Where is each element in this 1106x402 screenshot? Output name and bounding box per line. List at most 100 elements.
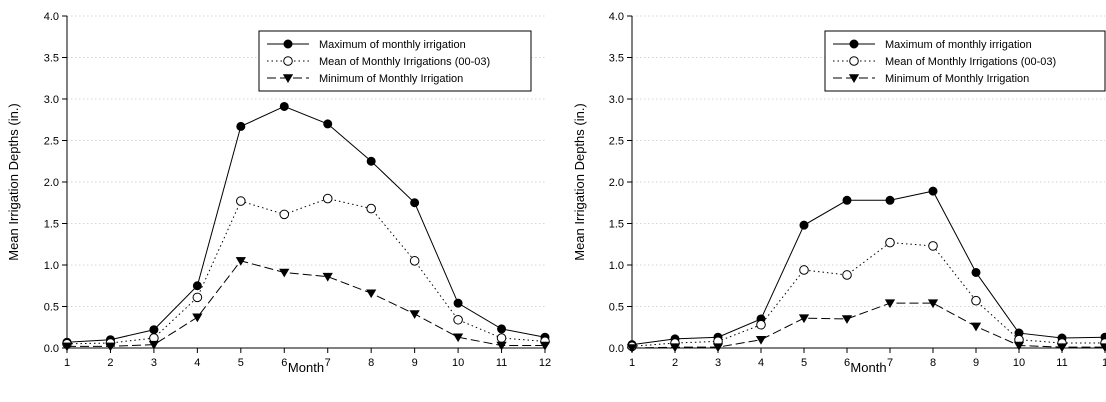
series-1 [627, 186, 1106, 350]
y-tick-label: 2.0 [44, 177, 59, 189]
data-point [927, 299, 939, 309]
y-tick-label: 2.5 [609, 136, 624, 148]
series-line [631, 242, 1105, 347]
data-point [842, 195, 852, 205]
y-tick-label: 4.0 [44, 11, 59, 23]
legend-marker [282, 74, 294, 83]
legend-label: Minimum of Monthly Irrigation [319, 73, 463, 85]
legend-marker [849, 56, 859, 66]
legend-item: Maximum of monthly irrigation [833, 39, 1032, 51]
data-point [453, 314, 463, 325]
data-point [236, 196, 246, 206]
series-line [631, 302, 1105, 349]
legend-label: Maximum of monthly irrigation [885, 39, 1032, 51]
data-point [626, 344, 638, 353]
chart-left: 0.00.51.01.52.02.53.03.54.01 2 3 4 5 6 7 8 9 10 11… [6, 11, 551, 375]
x-tick-label: 8 [930, 357, 936, 369]
series-line [66, 105, 546, 343]
legend-label: Minimum of Monthly Irrigation [885, 73, 1029, 85]
data-point [928, 241, 938, 251]
series-3 [626, 299, 1106, 353]
data-point [236, 121, 246, 131]
data-point [539, 341, 551, 351]
x-tick-label: 2 [107, 357, 113, 369]
data-point [366, 203, 376, 214]
x-tick-label: 6 [281, 357, 287, 369]
x-tick-label: 1 [64, 357, 70, 369]
data-point [971, 267, 981, 277]
x-tick-label: 6 [844, 357, 850, 369]
data-point [409, 310, 420, 319]
data-point [885, 237, 895, 248]
legend-item: Mean of Monthly Irrigations (00-03) [833, 56, 1056, 68]
series-line [67, 260, 545, 347]
y-tick-label: 0.5 [609, 302, 624, 314]
y-tick-label: 0.5 [44, 302, 59, 314]
data-point [105, 342, 116, 352]
data-point [497, 324, 507, 334]
legend-marker [848, 74, 860, 83]
x-tick-label: 4 [758, 357, 764, 369]
data-point [192, 292, 203, 303]
data-point [712, 343, 724, 353]
data-point [322, 272, 333, 282]
data-point [453, 298, 463, 308]
data-point [841, 315, 853, 324]
data-point [970, 322, 982, 332]
x-axis-title: Month [850, 360, 886, 375]
data-point [192, 313, 203, 323]
legend-marker [849, 39, 859, 49]
legend: Maximum of monthly irrigation Mean of Mon… [824, 30, 1106, 92]
data-point [799, 265, 809, 275]
x-tick-label: 2 [672, 357, 678, 369]
data-point [1013, 341, 1025, 351]
data-point [884, 299, 896, 309]
series-line [66, 198, 546, 345]
chart-right: 0.00.51.01.52.02.53.03.54.01 2 3 4 5 6 7 8 9 10 11… [572, 11, 1106, 375]
legend-marker [283, 39, 293, 49]
y-tick-label: 4.0 [609, 11, 624, 23]
data-point [669, 343, 681, 353]
data-point [971, 295, 981, 306]
legend-label: Mean of Monthly Irrigations (00-03) [885, 56, 1056, 68]
legend-marker [283, 56, 293, 66]
y-axis-title: Mean Irrigation Depths (in.) [572, 103, 587, 261]
series-3 [61, 257, 551, 352]
y-tick-label: 2.0 [609, 177, 624, 189]
data-point [410, 198, 420, 208]
data-point [755, 335, 767, 345]
y-tick-label: 3.5 [609, 53, 624, 65]
x-tick-label: 9 [973, 357, 979, 369]
x-tick-label: 7 [887, 357, 893, 369]
data-point [366, 156, 376, 166]
x-axis-title: Month [288, 360, 324, 375]
data-point [928, 186, 938, 196]
data-point [61, 342, 73, 352]
data-point [798, 314, 810, 324]
series-1 [62, 101, 550, 347]
data-point [322, 193, 333, 204]
y-tick-label: 3.5 [44, 53, 59, 65]
y-tick-label: 1.0 [609, 260, 624, 272]
x-tick-label: 1 [1102, 357, 1106, 369]
data-point [279, 101, 289, 111]
x-tick-label: 4 [194, 357, 200, 369]
legend-item: Mean of Monthly Irrigations (00-03) [267, 56, 490, 68]
y-tick-label: 0.0 [44, 343, 59, 355]
x-tick-label: 10 [452, 357, 464, 369]
legend-item: Minimum of Monthly Irrigation [833, 73, 1029, 85]
legend: Maximum of monthly irrigation Mean of Mon… [258, 30, 532, 92]
data-point [496, 333, 507, 343]
x-tick-label: 11 [1056, 357, 1067, 369]
data-point [279, 209, 290, 220]
legend-box [824, 30, 1106, 92]
y-tick-label: 3.0 [609, 94, 624, 106]
data-point [235, 257, 246, 266]
x-tick-label: 5 [801, 357, 807, 369]
x-tick-label: 3 [715, 357, 721, 369]
data-point [842, 270, 852, 280]
x-tick-label: 10 [1013, 357, 1025, 369]
data-point [323, 119, 333, 129]
data-point [799, 220, 809, 230]
y-tick-label: 2.5 [44, 136, 59, 148]
